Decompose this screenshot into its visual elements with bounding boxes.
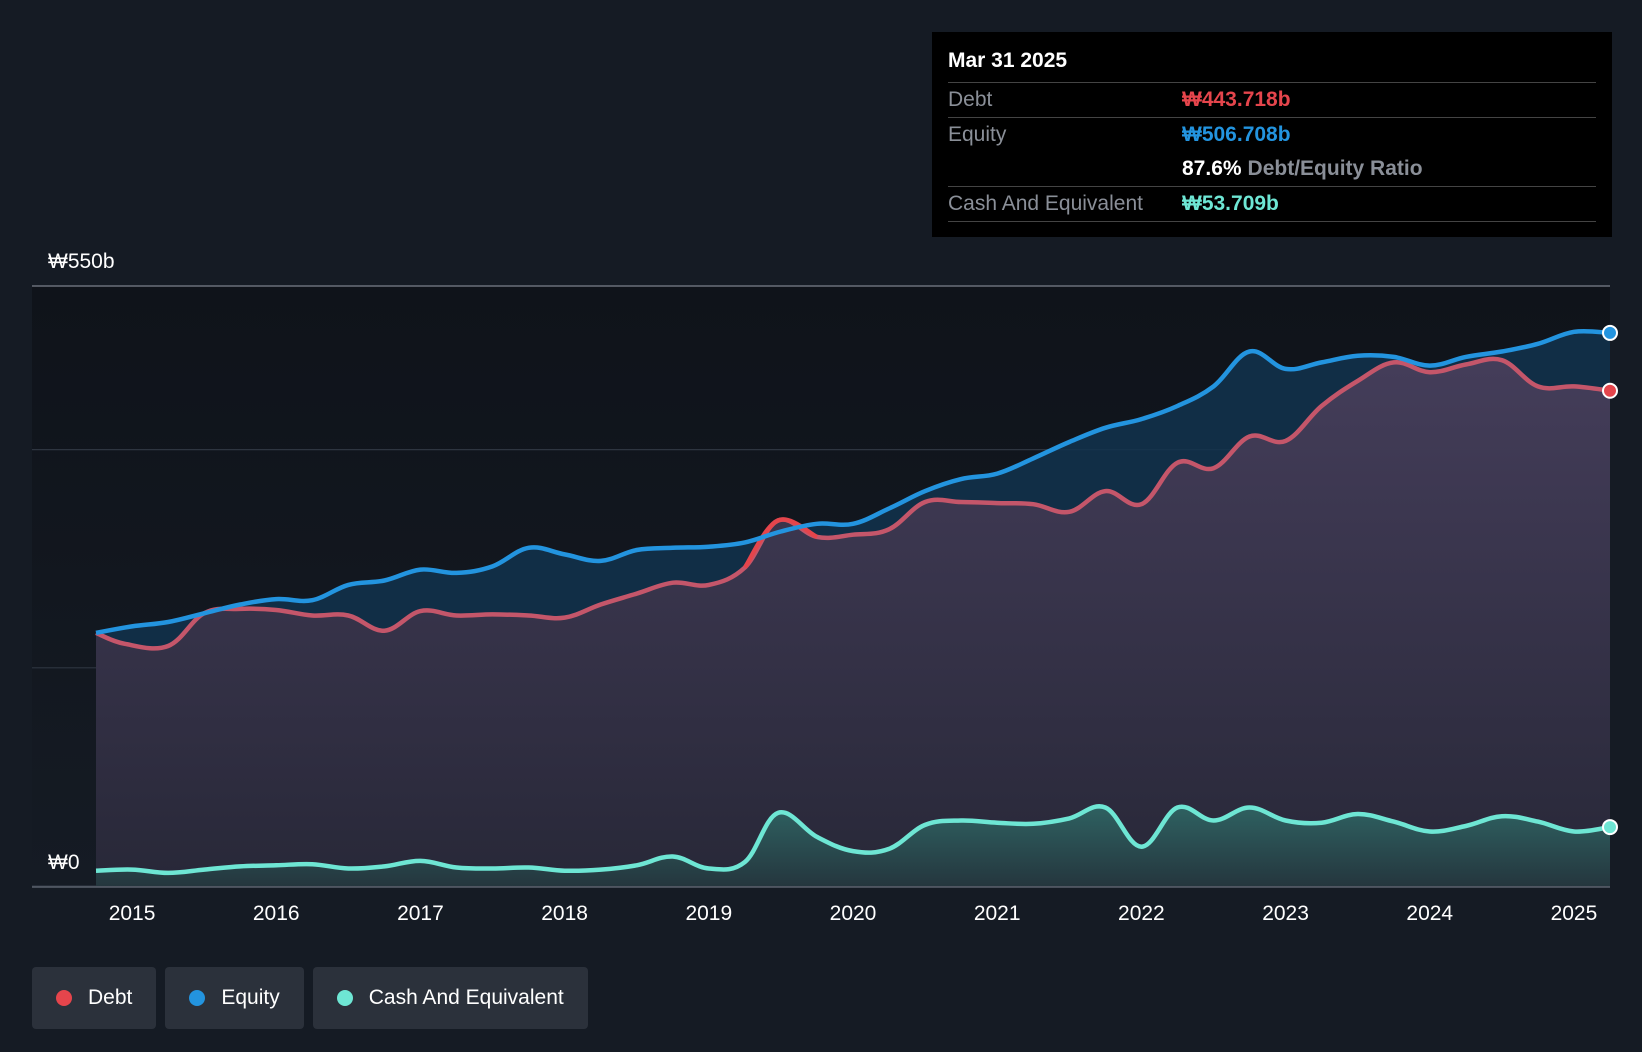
x-tick-2016: 2016 bbox=[253, 902, 300, 925]
x-tick-2024: 2024 bbox=[1406, 902, 1453, 925]
chart-legend: Debt Equity Cash And Equivalent bbox=[32, 967, 588, 1029]
tooltip-debt-label: Debt bbox=[948, 88, 993, 111]
x-tick-2015: 2015 bbox=[109, 902, 156, 925]
tooltip-cash-label: Cash And Equivalent bbox=[948, 192, 1143, 215]
legend-item-debt[interactable]: Debt bbox=[32, 967, 157, 1029]
x-tick-2019: 2019 bbox=[685, 902, 732, 925]
tooltip-equity-label: Equity bbox=[948, 123, 1007, 146]
legend-item-equity[interactable]: Equity bbox=[165, 967, 304, 1029]
tooltip-ratio-label: Debt/Equity Ratio bbox=[1247, 157, 1423, 180]
x-tick-2018: 2018 bbox=[541, 902, 588, 925]
tooltip-row-debt: Debt ₩443.718b bbox=[948, 83, 1596, 118]
debt-line-highlight bbox=[742, 517, 819, 569]
tooltip-date: Mar 31 2025 bbox=[948, 46, 1596, 83]
x-tick-2025: 2025 bbox=[1551, 902, 1598, 925]
legend-equity-label: Equity bbox=[221, 986, 280, 1009]
tooltip-row-equity: Equity ₩506.708b bbox=[948, 118, 1596, 152]
debt-end-marker bbox=[1602, 382, 1618, 399]
x-tick-2023: 2023 bbox=[1262, 902, 1309, 925]
x-axis-ticks: 2015 2016 2017 2018 2019 2020 2021 2022 2023 2024… bbox=[109, 902, 1598, 925]
tooltip-ratio-spacer bbox=[948, 152, 1182, 186]
tooltip-row-cash: Cash And Equivalent ₩53.709b bbox=[948, 187, 1596, 222]
equity-end-marker bbox=[1602, 324, 1618, 341]
debt-dot-icon bbox=[56, 990, 72, 1006]
cash-area bbox=[96, 806, 1610, 886]
legend-debt-label: Debt bbox=[88, 986, 133, 1009]
equity-dot-icon bbox=[189, 990, 206, 1006]
data-tooltip: Mar 31 2025 Debt ₩443.718b Equity ₩506.7… bbox=[932, 32, 1612, 237]
y-axis-top-label: ₩550b bbox=[48, 250, 115, 273]
legend-cash-label: Cash And Equivalent bbox=[368, 986, 564, 1009]
cash-line bbox=[95, 804, 1611, 876]
debt-area bbox=[96, 358, 1610, 886]
x-tick-2017: 2017 bbox=[397, 902, 444, 925]
cash-end-marker bbox=[1602, 819, 1618, 836]
x-tick-2022: 2022 bbox=[1118, 902, 1165, 925]
end-markers bbox=[1602, 324, 1618, 836]
tooltip-cash-value: ₩53.709b bbox=[1182, 192, 1279, 215]
equity-line bbox=[95, 328, 1611, 636]
debt-line bbox=[95, 356, 1611, 651]
tooltip-ratio-value: 87.6% bbox=[1182, 157, 1242, 180]
y-axis-bottom-label: ₩0 bbox=[48, 851, 80, 874]
legend-item-cash[interactable]: Cash And Equivalent bbox=[312, 967, 588, 1029]
cash-dot-icon bbox=[336, 990, 353, 1006]
x-tick-2020: 2020 bbox=[830, 902, 877, 925]
tooltip-debt-value: ₩443.718b bbox=[1182, 88, 1291, 111]
tooltip-row-ratio: 87.6% Debt/Equity Ratio bbox=[948, 152, 1596, 187]
tooltip-equity-value: ₩506.708b bbox=[1182, 123, 1291, 146]
x-tick-2021: 2021 bbox=[974, 902, 1021, 925]
